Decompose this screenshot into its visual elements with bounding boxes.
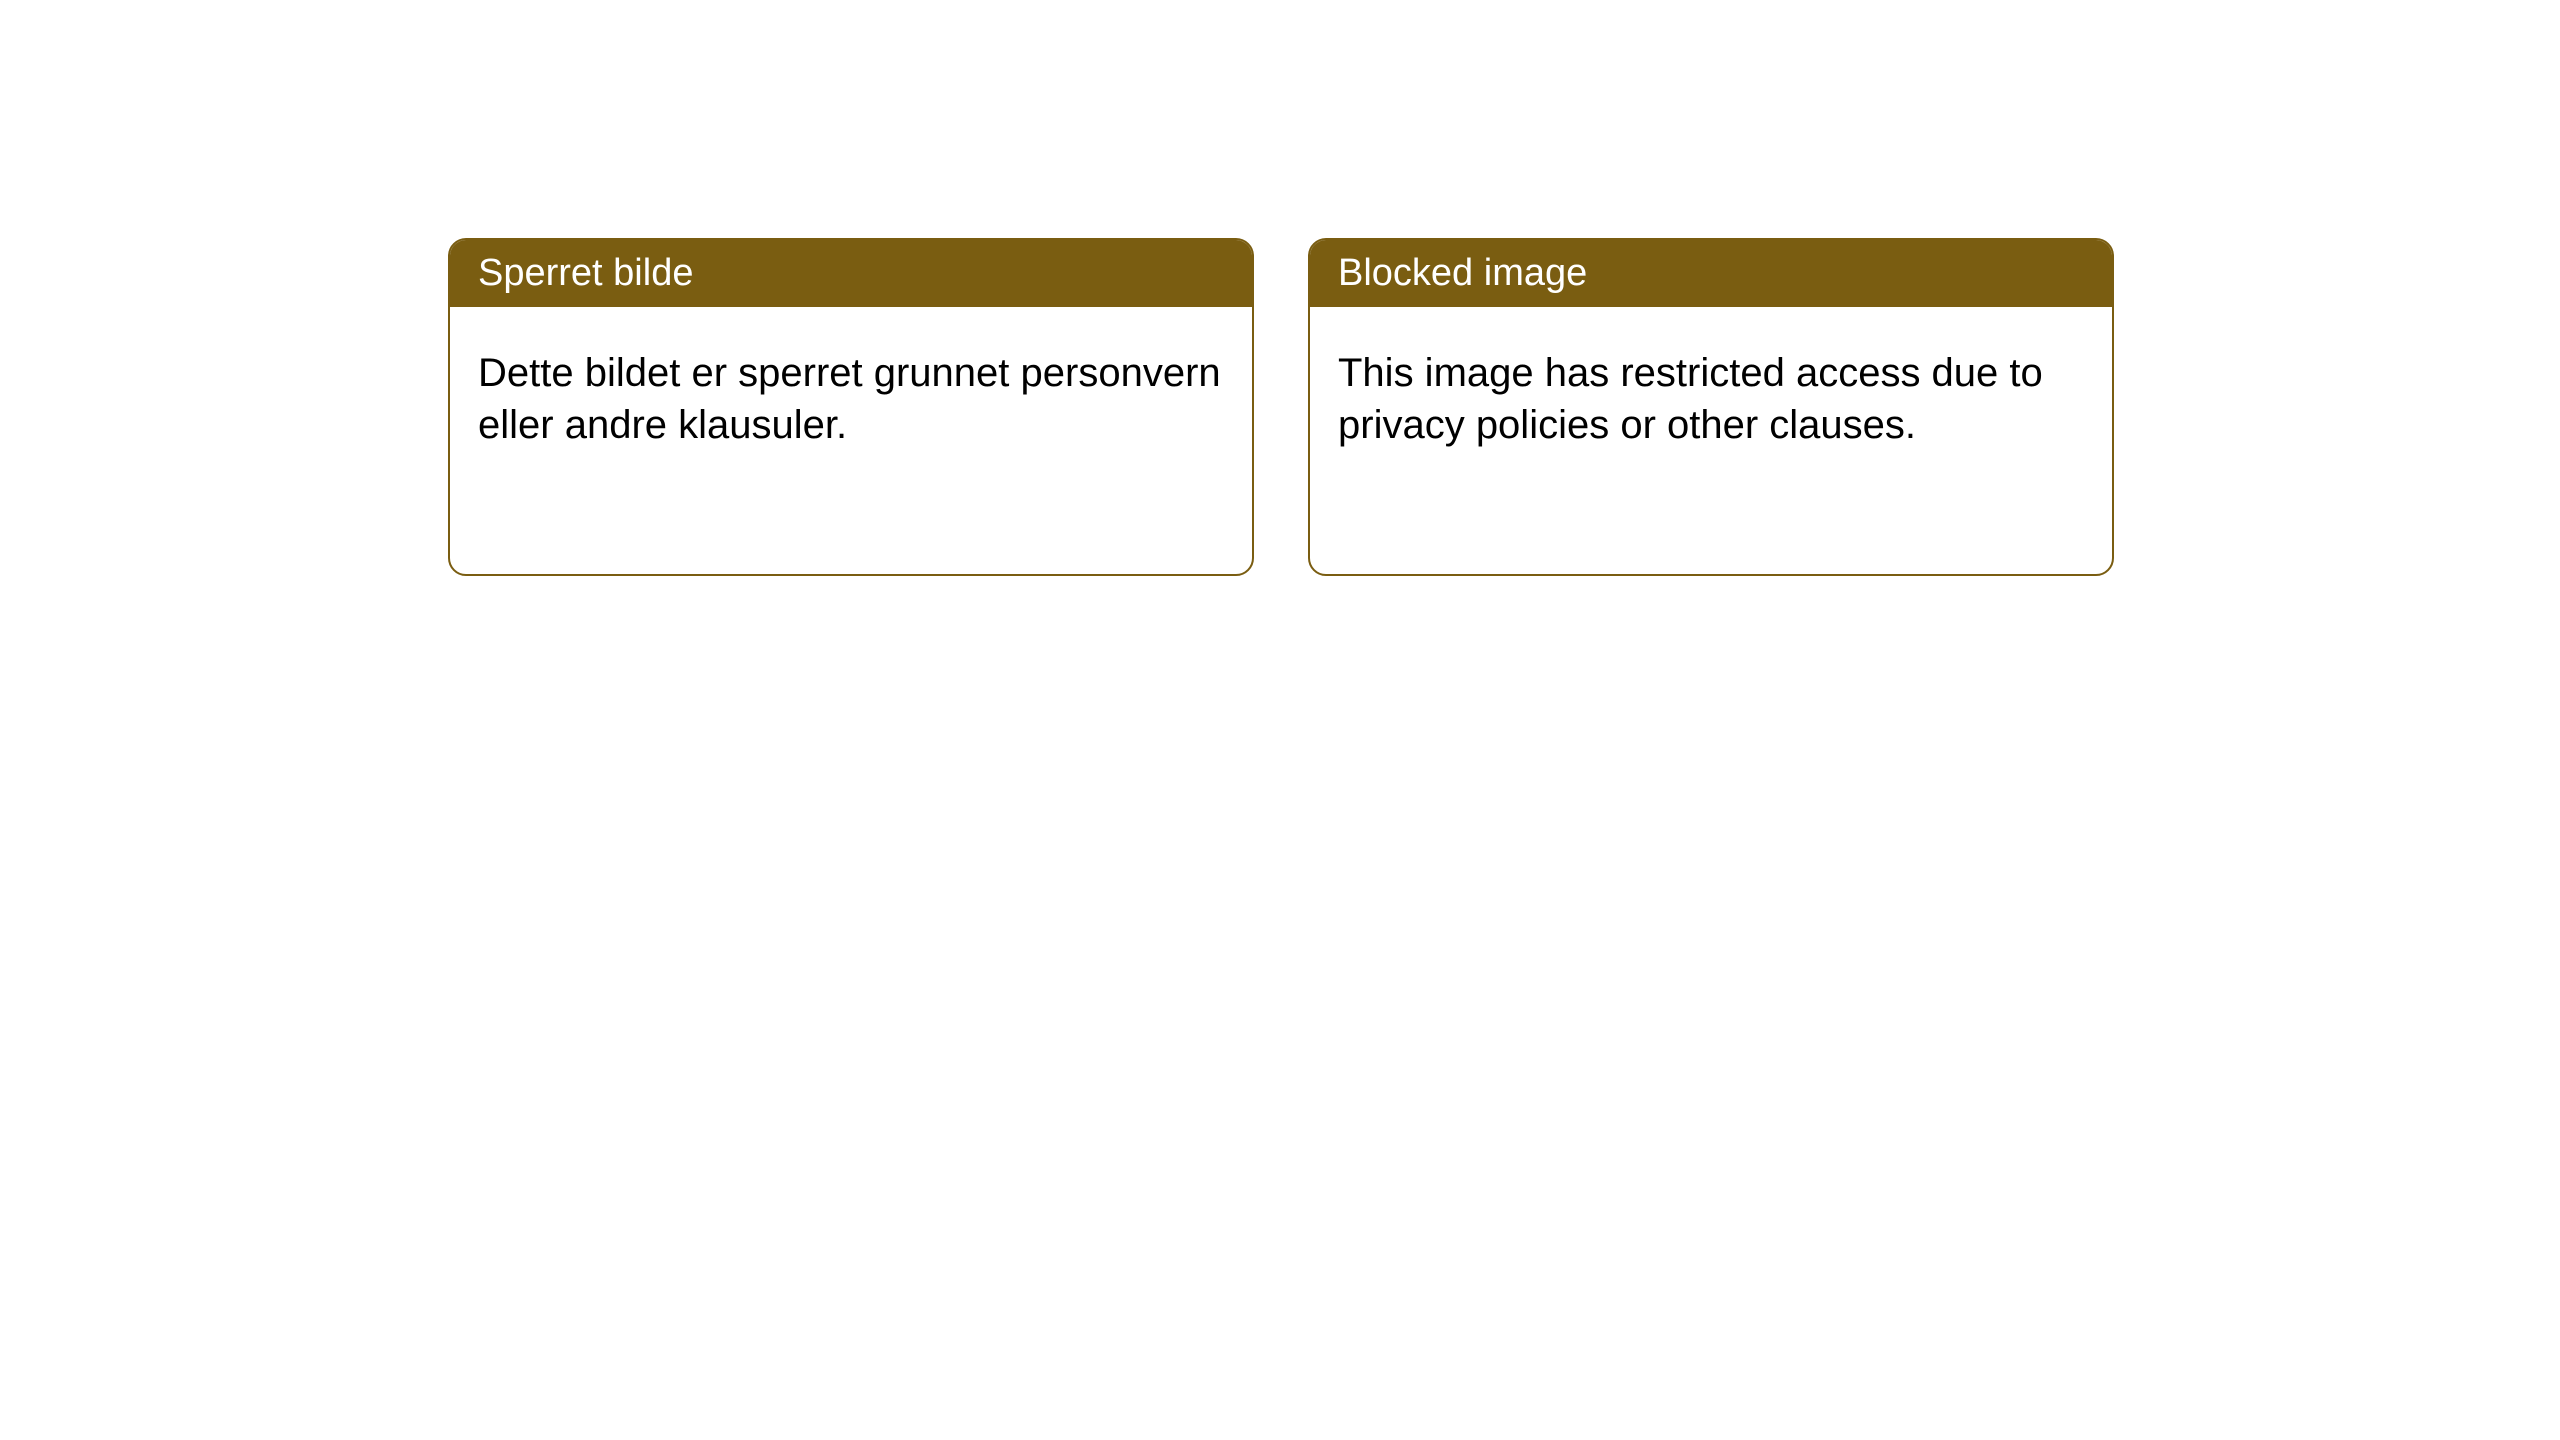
card-body-text-en: This image has restricted access due to … <box>1338 351 2043 447</box>
cards-container: Sperret bilde Dette bildet er sperret gr… <box>0 0 2560 576</box>
card-title-no: Sperret bilde <box>478 252 693 294</box>
card-body-no: Dette bildet er sperret grunnet personve… <box>450 307 1252 491</box>
card-header-no: Sperret bilde <box>450 240 1252 307</box>
card-body-text-no: Dette bildet er sperret grunnet personve… <box>478 351 1221 447</box>
blocked-image-card-en: Blocked image This image has restricted … <box>1308 238 2114 576</box>
card-title-en: Blocked image <box>1338 252 1587 294</box>
card-header-en: Blocked image <box>1310 240 2112 307</box>
card-body-en: This image has restricted access due to … <box>1310 307 2112 491</box>
blocked-image-card-no: Sperret bilde Dette bildet er sperret gr… <box>448 238 1254 576</box>
